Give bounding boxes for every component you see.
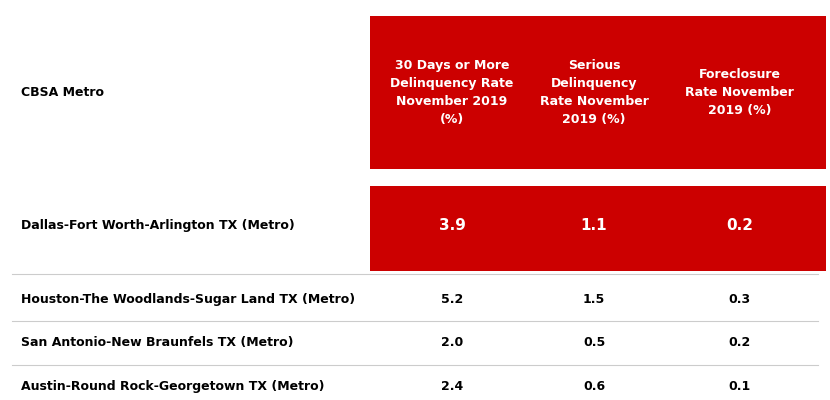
Text: 0.3: 0.3 <box>729 293 750 306</box>
Text: 0.2: 0.2 <box>729 336 750 350</box>
Text: Serious
Delinquency
Rate November
2019 (%): Serious Delinquency Rate November 2019 (… <box>540 59 648 126</box>
Text: Houston-The Woodlands-Sugar Land TX (Metro): Houston-The Woodlands-Sugar Land TX (Met… <box>21 293 354 306</box>
Text: 1.5: 1.5 <box>583 293 605 306</box>
Text: 3.9: 3.9 <box>438 218 466 233</box>
Text: San Antonio-New Braunfels TX (Metro): San Antonio-New Braunfels TX (Metro) <box>21 336 293 350</box>
Text: 0.6: 0.6 <box>583 380 605 392</box>
Text: Austin-Round Rock-Georgetown TX (Metro): Austin-Round Rock-Georgetown TX (Metro) <box>21 380 324 392</box>
Text: 0.2: 0.2 <box>726 218 753 233</box>
Text: 2.4: 2.4 <box>441 380 463 392</box>
Text: CBSA Metro: CBSA Metro <box>21 86 104 99</box>
Text: 0.1: 0.1 <box>729 380 750 392</box>
Text: 1.1: 1.1 <box>581 218 608 233</box>
FancyBboxPatch shape <box>370 186 826 270</box>
Text: Dallas-Fort Worth-Arlington TX (Metro): Dallas-Fort Worth-Arlington TX (Metro) <box>21 219 295 232</box>
Text: 2.0: 2.0 <box>441 336 463 350</box>
Text: Foreclosure
Rate November
2019 (%): Foreclosure Rate November 2019 (%) <box>685 68 794 117</box>
FancyBboxPatch shape <box>370 16 826 169</box>
Text: 5.2: 5.2 <box>441 293 463 306</box>
Text: 0.5: 0.5 <box>583 336 605 350</box>
Text: 30 Days or More
Delinquency Rate
November 2019
(%): 30 Days or More Delinquency Rate Novembe… <box>390 59 514 126</box>
